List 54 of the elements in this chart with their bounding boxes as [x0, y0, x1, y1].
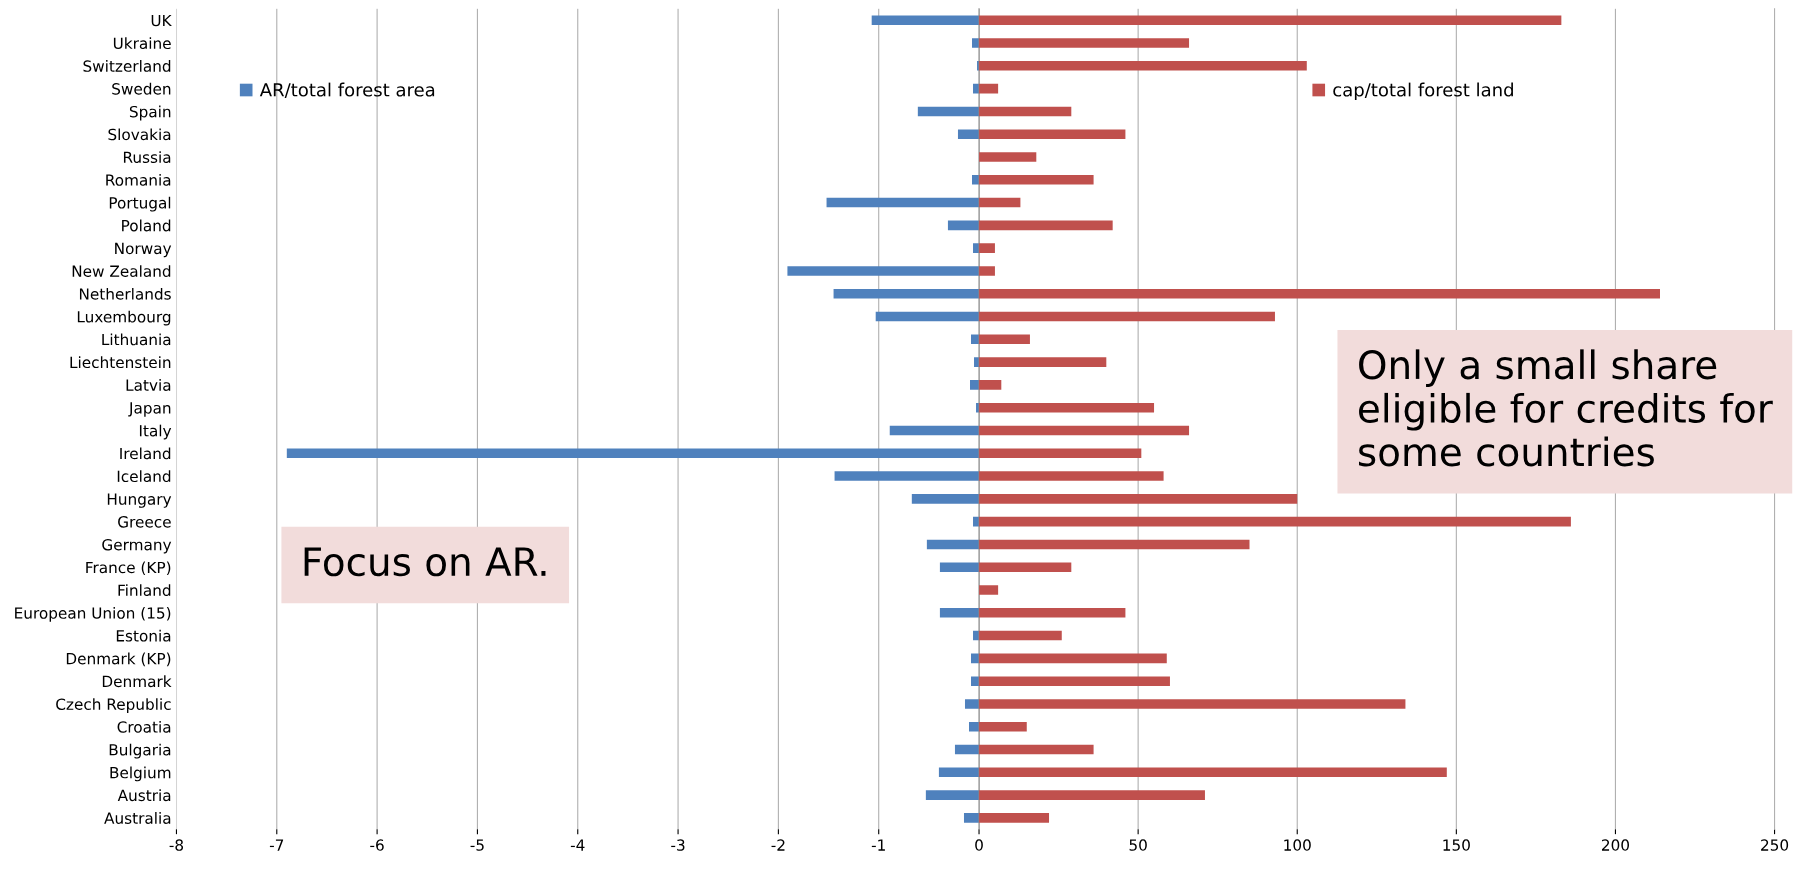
- y-tick-label: Sweden: [112, 82, 171, 95]
- y-tick-label: Austria: [117, 789, 171, 802]
- y-tick-label: Greece: [118, 516, 171, 528]
- y-tick-label: Norway: [115, 242, 172, 258]
- y-tick-label: Spain: [129, 105, 171, 121]
- y-tick-label: Russia: [123, 151, 171, 164]
- x-tick-label: -5: [470, 839, 484, 851]
- y-tick-label: Iceland: [117, 470, 171, 483]
- y-tick-label: Belgium: [110, 766, 171, 782]
- legend-label: cap/total forest land: [1333, 82, 1513, 101]
- y-tick-label: Switzerland: [83, 60, 171, 72]
- y-tick-label: Hungary: [107, 493, 172, 508]
- y-tick-label: Romania: [106, 173, 171, 186]
- y-tick-label: Portugal: [109, 196, 171, 212]
- y-tick-label: Italy: [139, 424, 172, 440]
- y-tick-label: Croatia: [117, 720, 171, 733]
- y-tick-label: Estonia: [116, 629, 171, 642]
- x-tick-label: -8: [169, 839, 184, 851]
- x-tick-label: 250: [1761, 839, 1789, 851]
- x-tick-label: -6: [370, 839, 384, 851]
- x-tick-label: 50: [1129, 839, 1147, 851]
- annotation: Focus on AR.: [304, 547, 546, 577]
- x-tick-label: -7: [269, 839, 284, 851]
- y-tick-label: Finland: [118, 584, 171, 597]
- y-tick-label: Australia: [104, 812, 171, 824]
- y-tick-label: Czech Republic: [56, 698, 171, 713]
- y-tick-label: France (KP): [86, 561, 171, 576]
- x-tick-label: 0: [975, 839, 983, 851]
- y-tick-label: Germany: [102, 538, 172, 554]
- y-tick-label: Ireland: [120, 447, 171, 460]
- y-tick-label: Netherlands: [79, 287, 171, 300]
- y-tick-label: Slovakia: [108, 128, 171, 141]
- y-tick-label: Poland: [122, 219, 171, 232]
- x-tick-label: -3: [671, 839, 685, 851]
- y-tick-label: New Zealand: [72, 265, 171, 277]
- x-tick-label: 150: [1443, 839, 1470, 851]
- y-tick-label: Latvia: [126, 379, 171, 391]
- y-tick-label: Japan: [128, 402, 171, 417]
- y-tick-label: Denmark: [102, 675, 172, 688]
- x-tick-label: -4: [570, 839, 585, 851]
- x-tick-label: 100: [1284, 839, 1311, 851]
- x-tick-label: 200: [1601, 839, 1630, 851]
- y-tick-label: Denmark (KP): [66, 652, 171, 667]
- x-tick-label: -1: [871, 839, 885, 851]
- y-tick-label: Ukraine: [113, 37, 171, 50]
- y-tick-label: UK: [151, 14, 172, 27]
- y-tick-label: European Union (15): [15, 606, 171, 622]
- y-tick-label: Liechtenstein: [70, 356, 171, 369]
- annotation: Only a small share eligible for credits for some countries: [1359, 349, 1773, 467]
- x-tick-label: -2: [771, 839, 785, 851]
- y-tick-label: Lithuania: [102, 333, 171, 346]
- y-tick-label: Luxembourg: [77, 310, 171, 326]
- legend-label: AR/total forest area: [259, 82, 435, 99]
- y-tick-label: Bulgaria: [109, 743, 171, 759]
